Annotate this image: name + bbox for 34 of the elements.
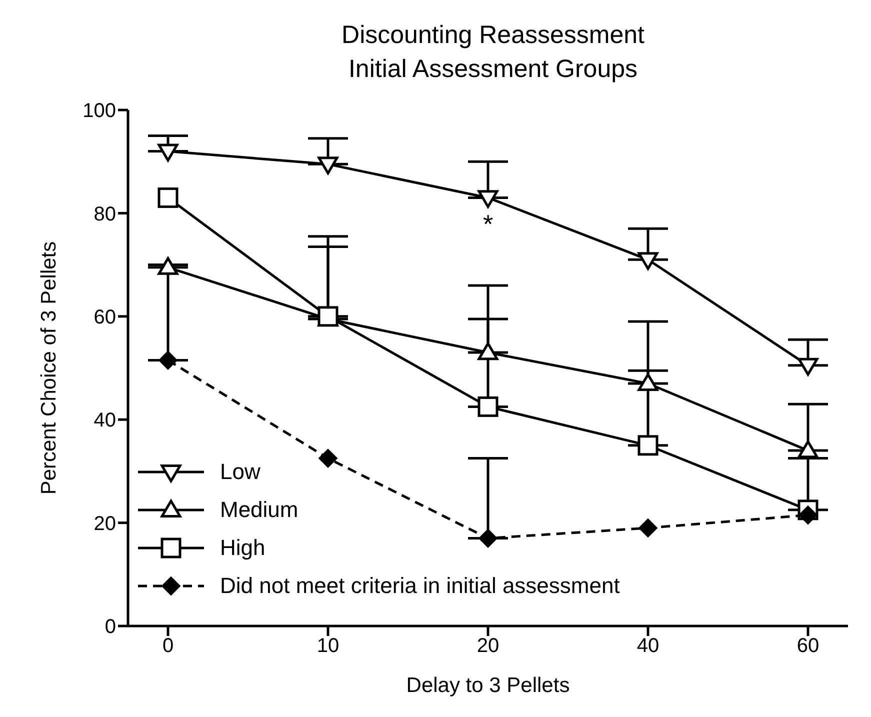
legend-label: High (220, 535, 266, 561)
legend-label: Medium (220, 497, 298, 523)
point (478, 190, 498, 208)
y-tick-label: 60 (94, 306, 116, 328)
point (798, 440, 818, 458)
point (318, 448, 338, 468)
y-tick-label: 20 (94, 512, 116, 535)
point (638, 435, 658, 456)
chart-title: Discounting Reassessment Initial Assessment Groups (340, 20, 646, 85)
x-tick-label: 40 (636, 635, 660, 658)
y-axis-title: Percent Choice of 3 Pellets (37, 241, 60, 495)
point (798, 506, 818, 525)
annotation: * (482, 208, 494, 239)
y-tick-label: 100 (82, 100, 116, 122)
point (638, 252, 658, 270)
x-tick-label: 20 (476, 635, 500, 658)
point (798, 358, 818, 376)
x-tick-label: 60 (796, 635, 820, 658)
x-tick-label: 0 (162, 635, 174, 658)
y-tick-label: 80 (94, 203, 116, 226)
point (158, 350, 178, 370)
point (318, 156, 338, 174)
y-tick-label: 40 (94, 410, 116, 432)
point (638, 373, 658, 392)
y-tick-label: 0 (104, 616, 116, 638)
point (158, 187, 178, 208)
legend-label: Low (220, 459, 260, 485)
point (478, 396, 498, 417)
point (158, 144, 178, 162)
legend-label: Did not meet criteria in initial assessment (220, 573, 620, 599)
point (478, 528, 498, 548)
x-tick-label: 10 (316, 635, 340, 658)
x-axis-title: Delay to 3 Pellets (406, 674, 570, 697)
point (638, 518, 658, 538)
